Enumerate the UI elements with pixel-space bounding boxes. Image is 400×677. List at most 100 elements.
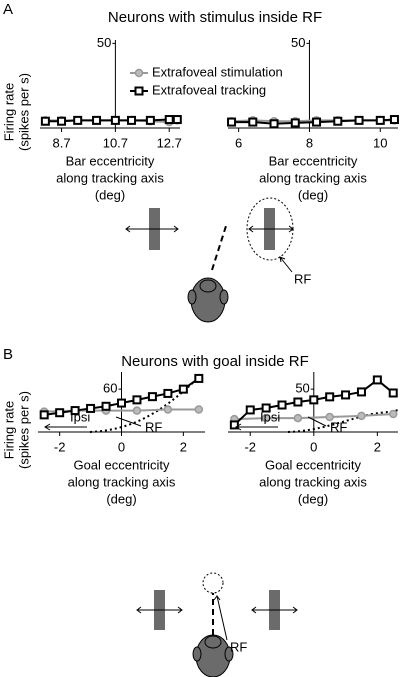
- point: [248, 117, 258, 127]
- point: [341, 390, 351, 400]
- y-tick-label: 60: [103, 381, 117, 396]
- point: [101, 401, 111, 411]
- x-tick-label: 12.7: [157, 135, 182, 150]
- point: [127, 115, 137, 125]
- rf-pointer: [307, 416, 327, 427]
- x-axis-label: Bar eccentricity: [269, 153, 358, 168]
- point: [194, 373, 204, 383]
- y-axis-label: Firing rate: [1, 401, 16, 460]
- x-axis-label: Goal eccentricity: [73, 457, 170, 472]
- point: [309, 395, 319, 405]
- x-axis-label: Goal eccentricity: [265, 457, 362, 472]
- point: [73, 115, 83, 125]
- y-tick-label: 50: [295, 381, 309, 396]
- point: [39, 410, 49, 420]
- point: [293, 397, 303, 407]
- point: [389, 115, 399, 125]
- point: [86, 403, 96, 413]
- point: [375, 115, 385, 125]
- point: [261, 413, 271, 423]
- point: [55, 408, 65, 418]
- point: [163, 388, 173, 398]
- point: [372, 375, 382, 385]
- x-tick-label: 10.7: [103, 135, 128, 150]
- x-tick-label: 8.7: [52, 135, 70, 150]
- x-axis-label: (deg): [298, 187, 328, 202]
- x-axis-label: along tracking axis: [259, 474, 367, 489]
- legend-label: Extrafoveal stimulation: [152, 64, 283, 79]
- x-tick-label: 2: [374, 439, 381, 454]
- point: [357, 411, 366, 421]
- point: [132, 395, 142, 405]
- point: [40, 116, 50, 126]
- panel-label: A: [3, 1, 13, 18]
- x-tick-label: 2: [180, 439, 187, 454]
- point: [227, 117, 237, 127]
- point: [92, 115, 102, 125]
- x-tick-label: 8: [306, 135, 313, 150]
- point: [163, 405, 173, 414]
- x-axis-label: (deg): [298, 491, 328, 506]
- ipsi-label: Ipsi: [70, 409, 90, 424]
- panel-title: Neurons with stimulus inside RF: [108, 9, 322, 26]
- point: [132, 406, 142, 415]
- point: [356, 387, 366, 397]
- x-tick-label: -2: [54, 439, 66, 454]
- point: [325, 412, 334, 422]
- rf-label: RF: [294, 271, 311, 286]
- legend-label: Extrafoveal tracking: [152, 82, 266, 97]
- ipsi-arrow: [44, 423, 87, 431]
- schematic-a: [125, 197, 294, 323]
- x-axis-label: along tracking axis: [259, 170, 367, 185]
- y-tick-label: 50: [291, 35, 305, 50]
- point: [388, 409, 398, 419]
- x-tick-label: -2: [244, 439, 256, 454]
- legend-marker: [134, 68, 144, 78]
- rf-label: RF: [145, 419, 162, 434]
- point: [110, 115, 120, 125]
- point: [178, 384, 188, 394]
- panel-title: Neurons with goal inside RF: [121, 353, 309, 370]
- point: [164, 115, 174, 125]
- ipsi-arrow: [235, 423, 278, 431]
- point: [269, 119, 279, 129]
- point: [172, 115, 182, 125]
- x-tick-label: 10: [373, 135, 387, 150]
- rf-pointer: [115, 416, 142, 427]
- y-axis-label: (spikes per s): [16, 73, 31, 151]
- x-tick-label: 0: [118, 439, 125, 454]
- point: [277, 400, 287, 410]
- point: [290, 118, 300, 128]
- point: [117, 398, 126, 408]
- series-line: [234, 413, 394, 421]
- y-axis-label: (spikes per s): [16, 391, 31, 469]
- point: [70, 406, 80, 416]
- ipsi-label: Ipsi: [260, 409, 280, 424]
- y-tick-label: 50: [97, 35, 111, 50]
- point: [145, 115, 155, 125]
- y-axis-label: Firing rate: [1, 83, 16, 142]
- x-axis-label: (deg): [95, 187, 125, 202]
- x-tick-label: 6: [235, 135, 242, 150]
- point: [261, 403, 271, 413]
- x-axis-label: along tracking axis: [56, 170, 164, 185]
- point: [293, 413, 303, 423]
- point: [229, 420, 239, 430]
- x-axis-label: (deg): [106, 491, 136, 506]
- rf-label: RF: [330, 419, 347, 434]
- x-tick-label: 0: [310, 439, 317, 454]
- x-axis-label: along tracking axis: [68, 474, 176, 489]
- point: [354, 115, 364, 125]
- point: [325, 392, 335, 402]
- panel-label: B: [3, 346, 13, 363]
- point: [333, 116, 343, 126]
- x-axis-label: Bar eccentricity: [66, 153, 155, 168]
- schematic-b: [136, 572, 298, 677]
- legend-marker: [134, 86, 144, 96]
- point: [388, 388, 398, 398]
- point: [194, 405, 204, 414]
- point: [245, 405, 255, 415]
- point: [57, 116, 67, 126]
- point: [312, 117, 322, 127]
